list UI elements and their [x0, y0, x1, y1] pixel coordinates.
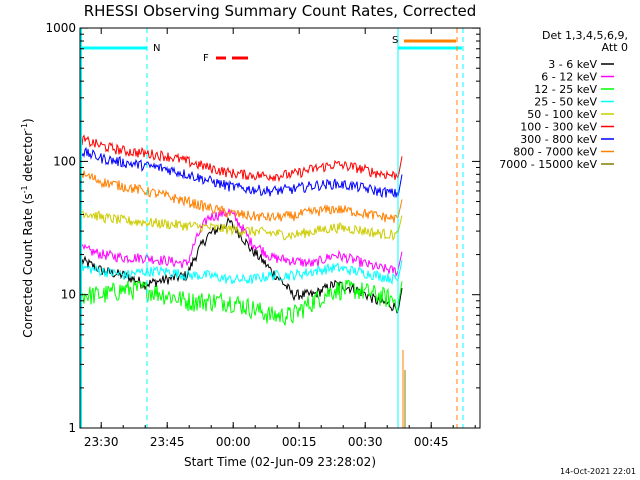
- y-tick-label: 1000: [45, 21, 76, 35]
- x-tick-label: 23:30: [84, 435, 119, 449]
- series-line: [81, 134, 403, 183]
- legend-label: 12 - 25 keV: [534, 83, 597, 96]
- overlay-layer: N S F: [80, 28, 464, 428]
- saa-label: S: [392, 35, 398, 46]
- y-tick-label: 100: [53, 154, 76, 168]
- x-tick-label: 00:00: [216, 435, 251, 449]
- series-line: [81, 207, 403, 278]
- y-label-main: Corrected Count Rate (s: [21, 193, 35, 337]
- y-ticks: 1 10 100 1000: [45, 21, 480, 435]
- series-line: [81, 279, 403, 326]
- x-tick-label: 23:45: [150, 435, 185, 449]
- legend-header-line1: Det 1,3,4,5,6,9,: [542, 29, 628, 42]
- y-tick-label: 1: [68, 421, 76, 435]
- legend-label: 6 - 12 keV: [541, 71, 597, 84]
- timestamp: 14-Oct-2021 22:01: [560, 467, 636, 476]
- y-label-mid: detector: [21, 131, 35, 186]
- plot-frame: [79, 27, 481, 429]
- legend-header-line2: Att 0: [602, 41, 628, 54]
- series-line: [81, 146, 403, 199]
- legend-label: 7000 - 15000 keV: [499, 158, 597, 171]
- series-line: [81, 170, 403, 223]
- y-label-sup1: -1: [20, 185, 29, 193]
- x-ticks: 23:30 23:45 00:00 00:15 00:30 00:45: [84, 28, 476, 449]
- legend-label: 800 - 7000 keV: [513, 146, 597, 159]
- x-tick-label: 00:45: [414, 435, 449, 449]
- series-line: [81, 210, 403, 241]
- legend-label: 25 - 50 keV: [534, 96, 597, 109]
- x-tick-label: 00:15: [282, 435, 317, 449]
- y-tick-label: 10: [61, 288, 76, 302]
- y-label-end: ): [21, 118, 35, 123]
- night-label: N: [153, 43, 160, 54]
- legend-label: 50 - 100 keV: [527, 108, 597, 121]
- x-tick-label: 00:30: [348, 435, 383, 449]
- legend-label: 3 - 6 keV: [548, 58, 597, 71]
- series-layer: [81, 134, 403, 326]
- y-axis-label: Corrected Count Rate (s-1 detector-1): [20, 118, 35, 337]
- legend-label: 300 - 800 keV: [520, 133, 597, 146]
- legend-label: 100 - 300 keV: [520, 121, 597, 134]
- flare-label: F: [203, 53, 209, 64]
- x-axis-label: Start Time (02-Jun-09 23:28:02): [184, 455, 376, 469]
- chart-title: RHESSI Observing Summary Count Rates, Co…: [84, 2, 477, 20]
- series-line: [81, 259, 403, 286]
- y-label-sup2: -1: [20, 123, 29, 131]
